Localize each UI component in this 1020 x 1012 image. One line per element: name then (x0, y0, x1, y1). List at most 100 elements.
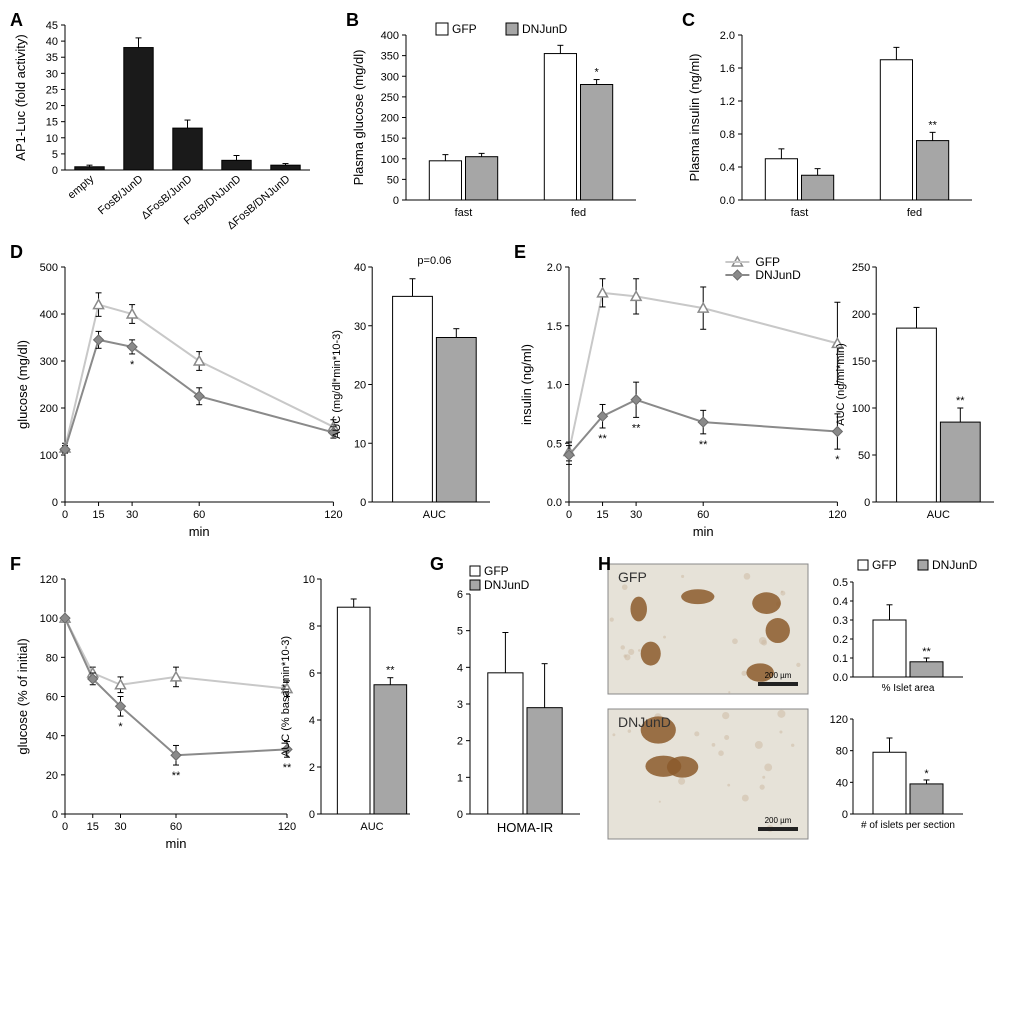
svg-text:15: 15 (46, 117, 58, 129)
svg-text:40: 40 (354, 262, 366, 274)
svg-text:**: ** (699, 439, 708, 451)
svg-text:4: 4 (457, 662, 463, 674)
svg-text:200 µm: 200 µm (765, 816, 792, 825)
svg-text:*: * (924, 768, 929, 780)
svg-text:Plasma insulin (ng/ml): Plasma insulin (ng/ml) (687, 54, 702, 182)
svg-text:0.3: 0.3 (833, 615, 848, 627)
svg-text:20: 20 (46, 101, 58, 113)
svg-text:GFP: GFP (872, 558, 897, 572)
panel-label-A: A (10, 10, 23, 31)
svg-text:fast: fast (455, 207, 473, 219)
svg-text:p=0.06: p=0.06 (417, 255, 451, 267)
svg-text:AUC (ng/ml*min): AUC (ng/ml*min) (835, 343, 847, 426)
svg-text:*: * (118, 721, 123, 733)
panel-label-C: C (682, 10, 695, 31)
svg-text:0: 0 (52, 165, 58, 177)
svg-text:0: 0 (864, 497, 870, 509)
svg-text:100: 100 (40, 450, 58, 462)
svg-text:15: 15 (92, 509, 104, 521)
svg-text:100: 100 (852, 403, 870, 415)
svg-text:45: 45 (46, 20, 58, 32)
svg-text:50: 50 (387, 174, 399, 186)
svg-text:150: 150 (852, 356, 870, 368)
svg-text:200: 200 (852, 309, 870, 321)
svg-text:0: 0 (457, 809, 463, 821)
svg-text:80: 80 (46, 652, 58, 664)
svg-text:10: 10 (354, 438, 366, 450)
svg-text:20: 20 (46, 770, 58, 782)
svg-text:min: min (189, 524, 210, 539)
svg-text:250: 250 (381, 92, 399, 104)
panel-D: D 0100200300400500glucose (mg/dl)0153060… (10, 242, 506, 542)
svg-text:300: 300 (40, 356, 58, 368)
svg-text:*: * (594, 67, 599, 79)
svg-text:AP1-Luc (fold activity): AP1-Luc (fold activity) (13, 34, 28, 160)
svg-text:**: ** (922, 646, 931, 658)
svg-text:2: 2 (309, 762, 315, 774)
svg-text:500: 500 (40, 262, 58, 274)
svg-text:glucose (mg/dl): glucose (mg/dl) (15, 340, 30, 429)
svg-text:**: ** (283, 762, 292, 774)
svg-text:0.5: 0.5 (547, 438, 562, 450)
svg-text:**: ** (956, 395, 965, 407)
svg-text:2: 2 (457, 736, 463, 748)
svg-text:1.2: 1.2 (720, 96, 735, 108)
svg-text:Plasma glucose (mg/dl): Plasma glucose (mg/dl) (351, 50, 366, 186)
svg-text:0: 0 (360, 497, 366, 509)
panel-A: A 051015202530354045AP1-Luc (fold activi… (10, 10, 338, 230)
svg-text:30: 30 (114, 821, 126, 833)
svg-text:6: 6 (457, 589, 463, 601)
svg-text:25: 25 (46, 84, 58, 96)
panel-label-E: E (514, 242, 526, 263)
svg-text:AUC (% basal*min*10-3): AUC (% basal*min*10-3) (280, 636, 292, 757)
svg-text:30: 30 (126, 509, 138, 521)
svg-text:100: 100 (381, 154, 399, 166)
svg-text:0.1: 0.1 (833, 653, 848, 665)
svg-text:20: 20 (354, 380, 366, 392)
svg-text:400: 400 (381, 30, 399, 42)
svg-text:empty: empty (66, 173, 97, 202)
panel-B: B 050100150200250300350400Plasma glucose… (346, 10, 674, 230)
svg-text:120: 120 (830, 714, 848, 726)
svg-text:0: 0 (566, 509, 572, 521)
svg-text:0: 0 (62, 509, 68, 521)
svg-text:0.8: 0.8 (720, 129, 735, 141)
svg-text:3: 3 (457, 699, 463, 711)
panel-H: H GFP200 µmDNJunD200 µmGFPDNJunD0.00.10.… (598, 554, 1010, 854)
svg-text:GFP: GFP (618, 569, 647, 585)
panel-label-H: H (598, 554, 611, 575)
svg-text:150: 150 (381, 133, 399, 145)
svg-text:min: min (166, 836, 187, 851)
svg-text:insulin (ng/ml): insulin (ng/ml) (519, 344, 534, 425)
svg-text:**: ** (386, 665, 395, 677)
svg-text:HOMA-IR: HOMA-IR (497, 820, 553, 835)
svg-text:50: 50 (858, 450, 870, 462)
svg-text:40: 40 (46, 731, 58, 743)
svg-text:0: 0 (62, 821, 68, 833)
svg-text:200 µm: 200 µm (765, 671, 792, 680)
svg-text:200: 200 (381, 113, 399, 125)
panel-label-G: G (430, 554, 444, 575)
svg-text:DNJunD: DNJunD (755, 268, 801, 282)
svg-text:# of islets per section: # of islets per section (861, 820, 955, 831)
svg-text:0.4: 0.4 (833, 596, 848, 608)
svg-text:fed: fed (907, 207, 922, 219)
svg-text:**: ** (598, 433, 607, 445)
svg-text:**: ** (632, 422, 641, 434)
svg-text:1.6: 1.6 (720, 63, 735, 75)
svg-text:0: 0 (52, 809, 58, 821)
svg-text:60: 60 (46, 692, 58, 704)
svg-text:min: min (693, 524, 714, 539)
svg-text:0.4: 0.4 (720, 162, 735, 174)
svg-text:1: 1 (457, 772, 463, 784)
svg-text:**: ** (928, 119, 937, 131)
svg-text:DNJunD: DNJunD (932, 558, 978, 572)
svg-text:30: 30 (354, 321, 366, 333)
svg-text:GFP: GFP (452, 22, 477, 36)
svg-text:glucose (% of initial): glucose (% of initial) (15, 638, 30, 754)
svg-text:5: 5 (457, 626, 463, 638)
svg-text:100: 100 (40, 613, 58, 625)
svg-text:80: 80 (836, 746, 848, 758)
svg-text:GFP: GFP (755, 255, 780, 269)
svg-text:60: 60 (170, 821, 182, 833)
